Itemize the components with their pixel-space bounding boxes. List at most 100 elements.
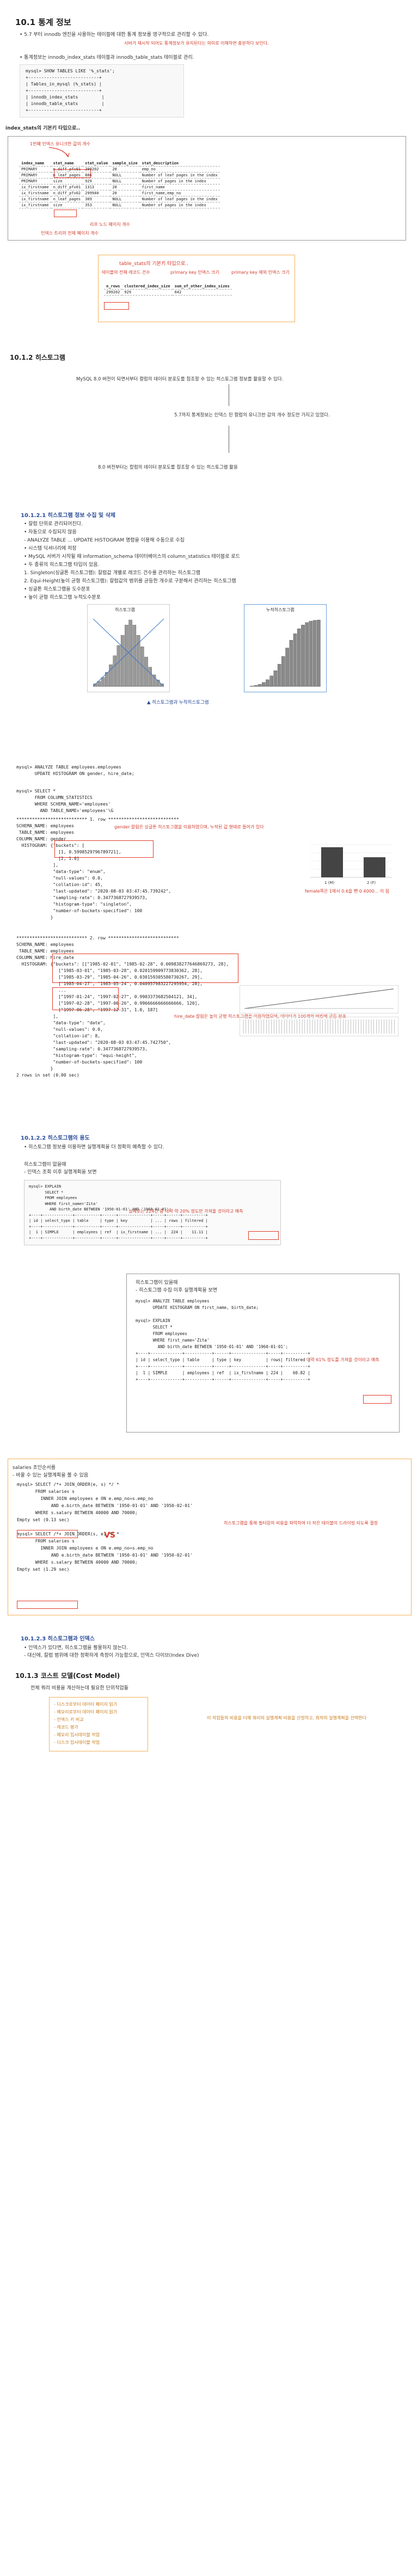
explain-after-sql: mysql> ANALYZE TABLE employees UPDATE HI… — [136, 1299, 310, 1382]
col-header: stat_description — [139, 161, 220, 167]
col-header: stat_name — [51, 161, 83, 167]
chart-caption: ▲ 히스토그램과 누적히스토그램 — [147, 700, 209, 705]
table-cell: first_name,emp_no — [139, 190, 220, 196]
hire-line-chart — [240, 985, 398, 1013]
histogram-bar — [317, 619, 321, 687]
histogram-bar — [109, 664, 113, 687]
subsection-title-usage: 10.1.2.2 히스토그램의 용도 — [21, 1135, 90, 1141]
histogram-bar — [273, 670, 278, 687]
histogram-bar — [152, 674, 156, 687]
cost-items: - 디스크로부터 데이터 페이지 읽기 - 메모리로부터 데이터 페이지 읽기 … — [54, 1701, 117, 1747]
table-cell: ix_firstname — [19, 202, 51, 208]
histogram-bar — [116, 645, 121, 687]
cost-item: - 메모리 임시테이블 작업 — [54, 1732, 100, 1737]
histogram-bar — [297, 628, 301, 687]
col-header: sum_of_other_index_sizes — [172, 284, 232, 290]
gender-note: gender 칼럼은 싱글톤 히스토그램을 이용하였으며, 누적된 값 형태로 … — [114, 825, 264, 829]
highlight-box — [17, 1530, 78, 1538]
table-cell: 353 — [83, 202, 111, 208]
note-size: 인덱스 트리의 전체 페이지 개수 — [41, 231, 99, 236]
table-cell: PRIMARY — [19, 172, 51, 179]
table-stats-table: n_rows clustered_index_size sum_of_other… — [104, 284, 232, 296]
cost-item: - 인덱스 키 비교 — [54, 1717, 84, 1722]
histogram-bar — [144, 656, 148, 687]
table-cell: first_name — [139, 184, 220, 190]
after-sub: - 히스토그램 수집 이후 실행계획을 보면 — [136, 1288, 218, 1293]
histogram-bar — [277, 664, 281, 687]
histogram-bar — [97, 681, 101, 687]
table-cell: n_leaf_pages — [51, 172, 83, 179]
cumulative-histogram-svg — [250, 619, 321, 687]
gender-bar-svg — [310, 844, 392, 878]
histogram-bar — [281, 656, 285, 687]
histogram-bar — [160, 684, 164, 687]
table-cell: 20 — [110, 166, 140, 173]
table-cell: ix_firstname — [19, 190, 51, 196]
histogram-bar — [262, 682, 266, 687]
table-cell: 299202 — [83, 166, 111, 173]
table-cell: PRIMARY — [19, 178, 51, 185]
join-order-figure: salaries 조인순서를 - 바꿀 수 있는 실행계획을 볼 수 있음 my… — [8, 1459, 412, 1615]
histogram-bar — [309, 620, 313, 687]
highlight-box — [54, 840, 154, 858]
histogram-bar — [101, 677, 105, 687]
table-cell: 309 — [83, 196, 111, 202]
row2-header: *************************** 2. row *****… — [16, 936, 179, 940]
table-cell: NULL — [110, 172, 140, 179]
histogram-bar — [136, 635, 140, 687]
gender-bar — [321, 847, 343, 877]
index-stats-note: 1번째 인덱스 유니크한 값의 개수 — [30, 142, 90, 146]
gender-bar — [364, 857, 385, 877]
index-bullet-2: - 대신에, 칼럼 범위에 대한 정확하게 측정이 가능함으로, 인덱스 다이브… — [24, 1653, 199, 1658]
histogram-bar — [293, 634, 297, 687]
gender-bar-chart: 1 (M) 2 (F) — [305, 838, 397, 887]
table-row: PRIMARY n_leaf_pages 886 NULL Number of leaf… — [19, 172, 220, 179]
col-header: stat_value — [83, 161, 111, 167]
bullet-line: • 시스템 딕셔너리에 저장 — [24, 546, 77, 551]
histogram-bar — [312, 620, 317, 687]
bullet-line: 1. Singleton(싱글톤 히스토그램): 칼럼값 개별로 레코드 건수를… — [24, 570, 201, 576]
table-stats-label: table_stats의 기본키 타입으로.. — [119, 261, 188, 267]
index-stats-label: index_stats의 기본키 타입으로.. — [5, 126, 81, 131]
note-leaf: 리프 노드 페이지 개수 — [90, 222, 130, 227]
table-stats-note-3: primary key 제외 인덱스 크기 — [231, 270, 290, 275]
table-cell: Number of leaf pages in the index — [139, 196, 220, 202]
show-tables-sql: mysql> SHOW TABLES LIKE '%_stats'; +----… — [26, 69, 115, 113]
col-header: sample_size — [110, 161, 140, 167]
hire-line-svg — [244, 988, 394, 1009]
table-cell: 20 — [110, 190, 140, 196]
bullet-line: • 칼럼 단위로 관리되어진다. — [24, 521, 83, 527]
section-title-stats: 10.1 통계 정보 — [15, 17, 71, 27]
table-cell: 929 — [122, 289, 173, 296]
histogram-bar — [257, 684, 262, 687]
cost-note: 이 작업들의 비용을 더해 쿼리의 실행계획 비용을 산정하고, 최적의 실행계… — [207, 1716, 366, 1720]
subsection-title-collect: 10.1.2.1 히스토그램 정보 수집 및 삭제 — [21, 513, 115, 519]
vs-mark: VS — [104, 1531, 115, 1540]
table-row: ix_firstname n_diff_pfx01 1313 20 first_name — [19, 184, 220, 190]
chart-title: 누적히스토그램 — [266, 607, 295, 612]
table-cell: 20 — [110, 184, 140, 190]
col-header: clustered_index_size — [122, 284, 173, 290]
table-cell: NULL — [110, 196, 140, 202]
before-sub: - 인덱스 조회 이후 실행계획을 보면 — [24, 1170, 97, 1175]
join-sql: mysql> SELECT /*+ JOIN_ORDER(e, s) */ * … — [17, 1482, 193, 1572]
cross-line — [93, 618, 164, 687]
col-header: n_rows — [104, 284, 122, 290]
table-cell: 886 — [83, 172, 111, 179]
histogram-bar — [93, 684, 97, 687]
table-row: ix_firstname n_leaf_pages 309 NULL Number of… — [19, 196, 220, 202]
table-cell: n_diff_pfx02 — [51, 190, 83, 196]
hist-intro-1: MySQL 8.0 버전이 되면서부터 컬럼의 데이터 분포도를 참조할 수 있… — [76, 377, 284, 382]
highlight-box — [52, 987, 119, 1010]
cost-intro: 전체 쿼리 비용을 계산하는데 필요한 단위작업들 — [30, 1686, 128, 1691]
bullet-line: • MySQL 서버가 시작될 때 information_schema 데이터… — [24, 554, 240, 560]
stats-bullet-2: • 통계정보는 innodb_index_stats 테이블과 innodb_t… — [20, 55, 194, 60]
stats-note-1: 서버가 재시작 되어도 통계정보가 유지된다는 의미로 이해하면 충분하다 보인… — [124, 41, 269, 46]
after-label: 히스토그램이 있을때 — [136, 1280, 178, 1286]
explain-after-figure: 히스토그램이 있을때 - 히스토그램 수집 이후 실행계획을 보면 mysql>… — [126, 1274, 400, 1433]
bullet-line: • 싱글톤 히스토그램을 도수분포 — [24, 587, 90, 592]
table-cell: Number of pages in the index — [139, 202, 220, 208]
hire-note: hire_date 칼럼은 높이 균형 히스토그램을 이용하였으며, 데이터가 … — [174, 1014, 347, 1019]
hist-intro-2: 5.7까지 통계정보는 인덱스 된 컬럼의 유니크한 값의 개수 정도만 가지고… — [174, 413, 330, 418]
bullet-line: • 자동으로 수집되지 않음 — [24, 530, 77, 535]
